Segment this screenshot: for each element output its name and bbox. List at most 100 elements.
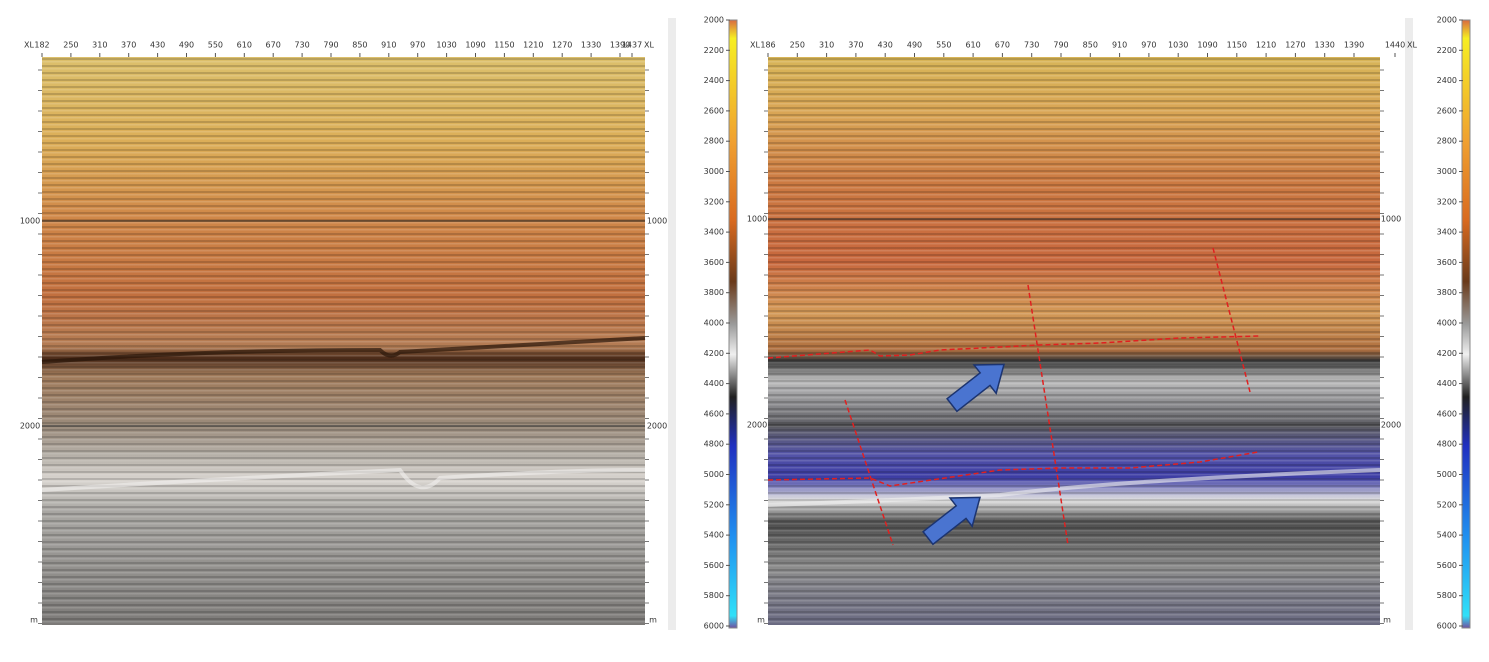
xl-tick-label: 430 xyxy=(878,41,893,50)
colorbar-tick-label: 2600 xyxy=(704,106,724,115)
colorbar-tick-label: 3000 xyxy=(704,167,724,176)
xl-label: XL xyxy=(24,41,34,50)
unit-label: m xyxy=(757,616,765,625)
depth-tick-label: 1000 xyxy=(647,217,667,226)
colorbar-tick-label: 5200 xyxy=(704,500,724,509)
colorbar-tick-label: 2200 xyxy=(1437,46,1457,55)
colorbar-tick-label: 6000 xyxy=(1437,622,1457,631)
unit-label: m xyxy=(30,616,38,625)
colorbar-tick-label: 5600 xyxy=(1437,561,1457,570)
colorbar-tick-label: 4800 xyxy=(704,440,724,449)
reflector xyxy=(41,467,646,492)
colorbar-tick-label: 3800 xyxy=(1437,288,1457,297)
xl-tick-label: 1440 xyxy=(1385,41,1405,50)
colorbar-tick-label: 4600 xyxy=(704,409,724,418)
xl-tick-label: 610 xyxy=(965,41,980,50)
unit-label: m xyxy=(649,616,657,625)
xl-label: XL xyxy=(750,41,760,50)
colorbar xyxy=(728,19,738,629)
xl-tick-label: 1330 xyxy=(1315,41,1335,50)
colorbar-tick-label: 5000 xyxy=(704,470,724,479)
colorbar-tick-label: 5800 xyxy=(704,591,724,600)
depth-tick-label: 1000 xyxy=(20,217,40,226)
xl-tick-label: 850 xyxy=(1083,41,1098,50)
colorbar-tick-label: 5400 xyxy=(1437,531,1457,540)
colorbar-tick-label: 4400 xyxy=(1437,379,1457,388)
colorbar-tick-label: 3000 xyxy=(1437,167,1457,176)
arrow xyxy=(946,363,1005,413)
reflector-texture xyxy=(42,57,645,625)
colorbar-tick-label: 5000 xyxy=(1437,470,1457,479)
colorbar-tick-label: 2200 xyxy=(704,46,724,55)
colorbar-tick-label: 5200 xyxy=(1437,500,1457,509)
xl-tick-label: 1210 xyxy=(1256,41,1276,50)
colorbar-tick-label: 5600 xyxy=(704,561,724,570)
xl-label: XL xyxy=(1407,41,1417,50)
colorbar-tick-label: 5400 xyxy=(704,531,724,540)
scrollbar[interactable] xyxy=(668,18,676,630)
reflector-texture xyxy=(768,57,1380,625)
colorbar-tick-label: 3800 xyxy=(704,288,724,297)
colorbar-tick-label: 2800 xyxy=(1437,137,1457,146)
unit-label: m xyxy=(1383,616,1391,625)
scrollbar[interactable] xyxy=(1405,18,1413,630)
xl-tick-label: 730 xyxy=(294,41,309,50)
xl-tick-label: 490 xyxy=(907,41,922,50)
depth-tick-label: 1000 xyxy=(1381,215,1401,224)
arrow xyxy=(922,496,981,546)
xl-tick-label: 1270 xyxy=(552,41,572,50)
xl-tick-label: 1270 xyxy=(1285,41,1305,50)
xl-tick-label: 1030 xyxy=(1168,41,1188,50)
depth-tick-label: 2000 xyxy=(1381,421,1401,430)
xl-tick-label: 186 xyxy=(760,41,775,50)
colorbar-tick-label: 2800 xyxy=(704,137,724,146)
colorbar-tick-label: 4400 xyxy=(704,379,724,388)
xl-tick-label: 790 xyxy=(1053,41,1068,50)
xl-tick-label: 1390 xyxy=(610,41,630,50)
reflector xyxy=(767,468,1381,507)
colorbar-tick-label: 3200 xyxy=(704,197,724,206)
xl-tick-label: 550 xyxy=(208,41,223,50)
depth-tick-label: 1000 xyxy=(747,215,767,224)
xl-tick-label: 1150 xyxy=(1227,41,1247,50)
colorbar-tick-label: 2000 xyxy=(1437,16,1457,25)
depth-tick-label: 2000 xyxy=(647,422,667,431)
xl-tick-label: 1210 xyxy=(523,41,543,50)
colorbar-tick-label: 5800 xyxy=(1437,591,1457,600)
xl-tick-label: 970 xyxy=(1141,41,1156,50)
interpretation xyxy=(767,247,1261,546)
xl-tick-label: 670 xyxy=(995,41,1010,50)
colorbar-tick-label: 4600 xyxy=(1437,409,1457,418)
colorbar-tick-label: 2600 xyxy=(1437,106,1457,115)
horizon xyxy=(767,335,1261,359)
colorbar-tick-label: 4000 xyxy=(1437,319,1457,328)
colorbar-tick-label: 3200 xyxy=(1437,197,1457,206)
colorbar-tick-label: 3600 xyxy=(1437,258,1457,267)
xl-tick-label: 182 xyxy=(34,41,49,50)
xl-tick-label: 910 xyxy=(381,41,396,50)
colorbar-tick-label: 3400 xyxy=(1437,228,1457,237)
xl-tick-label: 1390 xyxy=(1344,41,1364,50)
xl-tick-label: 1330 xyxy=(581,41,601,50)
horizon xyxy=(767,451,1259,487)
xl-tick-label: 790 xyxy=(323,41,338,50)
xl-tick-label: 1150 xyxy=(494,41,514,50)
xl-tick-label: 850 xyxy=(352,41,367,50)
xl-tick-label: 1090 xyxy=(1197,41,1217,50)
colorbar-tick-label: 4200 xyxy=(704,349,724,358)
xl-tick-label: 430 xyxy=(150,41,165,50)
colorbar-tick-label: 3400 xyxy=(704,228,724,237)
xl-label: XL xyxy=(644,41,654,50)
xl-tick-label: 550 xyxy=(936,41,951,50)
colorbar-tick-label: 2000 xyxy=(704,16,724,25)
colorbar-tick-label: 3600 xyxy=(704,258,724,267)
reflector xyxy=(41,336,646,364)
xl-tick-label: 490 xyxy=(179,41,194,50)
xl-tick-label: 1437 xyxy=(622,41,642,50)
colorbar-tick-label: 6000 xyxy=(704,622,724,631)
xl-tick-label: 370 xyxy=(121,41,136,50)
xl-tick-label: 910 xyxy=(1112,41,1127,50)
depth-tick-label: 2000 xyxy=(20,422,40,431)
